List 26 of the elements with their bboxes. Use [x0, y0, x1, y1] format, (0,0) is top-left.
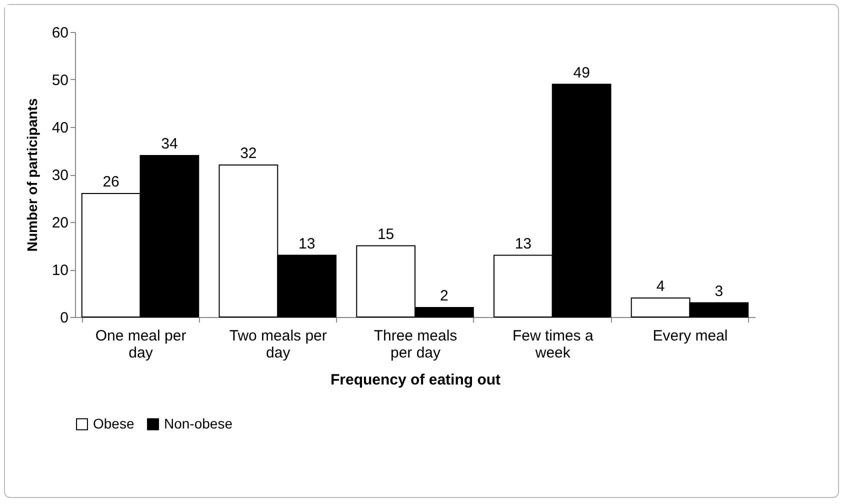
x-tick-label: Every meal: [652, 328, 728, 344]
data-label: 3: [714, 282, 724, 300]
data-label: 13: [298, 235, 316, 252]
data-label: 32: [240, 145, 257, 162]
y-tick-label: 40: [52, 120, 68, 136]
x-tick-label: Few times a week: [512, 328, 594, 362]
x-tick-label: Two meals per day: [229, 328, 327, 362]
y-axis-title: Number of participants: [24, 98, 40, 252]
data-label: 15: [377, 226, 394, 243]
legend-label: Non-obese: [164, 415, 233, 432]
data-label: 13: [514, 235, 532, 252]
data-label: 34: [161, 136, 178, 152]
y-tick-label: 10: [52, 262, 68, 279]
y-tick-label: 20: [52, 214, 68, 232]
legend-label: Obese: [93, 415, 134, 432]
y-tick-label: 0: [60, 310, 68, 326]
y-tick-label: 60: [52, 24, 68, 42]
x-tick-label: Three meals per day: [374, 328, 458, 362]
data-label: 26: [102, 174, 120, 190]
x-axis-title: Frequency of eating out: [330, 372, 501, 388]
x-tick-label: One meal per day: [95, 328, 186, 362]
data-label: 4: [656, 278, 665, 295]
y-tick-label: 50: [52, 72, 68, 89]
data-label: 49: [573, 64, 590, 82]
data-label: 2: [440, 288, 448, 304]
y-tick-label: 30: [52, 167, 68, 184]
